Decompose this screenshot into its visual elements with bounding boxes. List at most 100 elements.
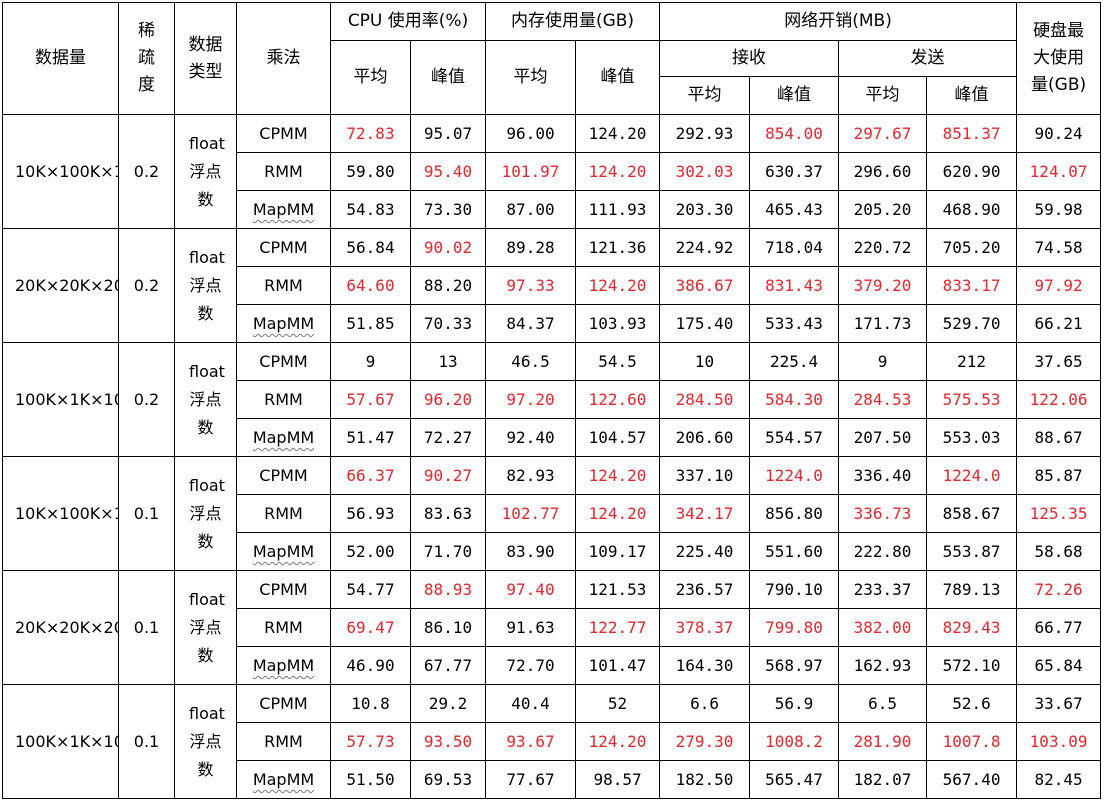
cell-mem-avg: 77.67 <box>485 760 577 799</box>
cell-cpu-avg: 46.90 <box>330 646 411 685</box>
cell-cpu-avg: 56.93 <box>330 494 411 533</box>
method-label: CPMM <box>259 580 308 599</box>
cell-send-peak: 52.6 <box>926 684 1018 723</box>
method-label: CPMM <box>259 352 308 371</box>
cell-method: MapMM <box>236 418 331 457</box>
cell-recv-avg: 164.30 <box>659 646 751 685</box>
cell-method: CPMM <box>236 228 331 267</box>
cell-mem-avg: 97.20 <box>485 380 577 419</box>
method-label: MapMM <box>252 314 315 333</box>
cell-recv-peak: 465.43 <box>749 190 840 229</box>
header-data-type: 数据类型 <box>174 2 237 115</box>
method-label: MapMM <box>252 656 315 675</box>
cell-method: MapMM <box>236 190 331 229</box>
cell-send-avg: 171.73 <box>838 304 928 343</box>
method-label: MapMM <box>252 770 315 789</box>
cell-send-avg: 162.93 <box>838 646 928 685</box>
cell-send-avg: 220.72 <box>838 228 928 267</box>
cell-send-peak: 553.03 <box>926 418 1018 457</box>
header-send: 发送 <box>838 40 1018 77</box>
cell-send-peak: 833.17 <box>926 266 1018 305</box>
cell-disk-max: 85.87 <box>1016 456 1102 495</box>
cell-mem-peak: 54.5 <box>575 342 661 381</box>
cell-method: MapMM <box>236 646 331 685</box>
cell-disk-max: 37.65 <box>1016 342 1102 381</box>
cell-mem-avg: 87.00 <box>485 190 577 229</box>
method-label: MapMM <box>252 200 315 219</box>
cell-recv-peak: 568.97 <box>749 646 840 685</box>
cell-send-peak: 851.37 <box>926 114 1018 153</box>
cell-disk-max: 33.67 <box>1016 684 1102 723</box>
cell-method: MapMM <box>236 760 331 799</box>
cell-method: CPMM <box>236 456 331 495</box>
cell-mem-avg: 97.33 <box>485 266 577 305</box>
method-label: CPMM <box>259 466 308 485</box>
method-label: RMM <box>264 504 303 523</box>
cell-recv-avg: 337.10 <box>659 456 751 495</box>
cell-cpu-peak: 96.20 <box>409 380 487 419</box>
header-data-amount: 数据量 <box>2 2 119 115</box>
header-memory: 内存使用量(GB) <box>485 2 661 41</box>
header-cpu: CPU 使用率(%) <box>329 2 487 41</box>
cell-mem-peak: 101.47 <box>575 646 661 685</box>
cell-cpu-peak: 86.10 <box>409 608 487 647</box>
cell-mem-avg: 89.28 <box>485 228 577 267</box>
cell-cpu-peak: 73.30 <box>409 190 487 229</box>
method-label: RMM <box>264 390 303 409</box>
cell-recv-avg: 342.17 <box>659 494 751 533</box>
cell-send-avg: 281.90 <box>838 722 928 761</box>
cell-recv-avg: 225.40 <box>659 532 751 571</box>
cell-recv-peak: 718.04 <box>749 228 840 267</box>
cell-cpu-peak: 83.63 <box>409 494 487 533</box>
cell-recv-avg: 10 <box>659 342 751 381</box>
cell-recv-avg: 378.37 <box>659 608 751 647</box>
cell-mem-peak: 121.36 <box>575 228 661 267</box>
cell-recv-avg: 175.40 <box>659 304 751 343</box>
table-row: RMM 59.80 95.40 101.97 124.20 302.03 630.37 296… <box>3 152 1102 191</box>
cell-cpu-avg: 66.37 <box>330 456 411 495</box>
table-row: RMM 57.67 96.20 97.20 122.60 284.50 584.30 284.… <box>3 380 1102 419</box>
cell-mem-peak: 104.57 <box>575 418 661 457</box>
cell-send-peak: 212 <box>926 342 1018 381</box>
cell-disk-max: 97.92 <box>1016 266 1102 305</box>
header-method: 乘法 <box>236 2 331 115</box>
cell-data-amount: 100K×1K×100K <box>2 342 119 457</box>
cell-send-peak: 1007.8 <box>926 722 1018 761</box>
cell-mem-peak: 124.20 <box>575 456 661 495</box>
table-row: RMM 69.47 86.10 91.63 122.77 378.37 799.80 382.… <box>3 608 1102 647</box>
cell-cpu-peak: 69.53 <box>409 760 487 799</box>
cell-send-avg: 207.50 <box>838 418 928 457</box>
cell-recv-avg: 182.50 <box>659 760 751 799</box>
cell-send-peak: 553.87 <box>926 532 1018 571</box>
cell-send-avg: 336.40 <box>838 456 928 495</box>
cell-sparsity: 0.1 <box>118 570 175 685</box>
cell-cpu-peak: 88.93 <box>409 570 487 609</box>
cell-cpu-avg: 69.47 <box>330 608 411 647</box>
cell-sparsity: 0.2 <box>118 228 175 343</box>
cell-mem-peak: 124.20 <box>575 114 661 153</box>
cell-data-type: float 浮点数 <box>174 114 237 229</box>
method-label: RMM <box>264 618 303 637</box>
header-recv-avg: 平均 <box>659 76 751 115</box>
cell-cpu-avg: 72.83 <box>330 114 411 153</box>
cell-data-type: float 浮点数 <box>174 570 237 685</box>
cell-recv-avg: 224.92 <box>659 228 751 267</box>
cell-cpu-peak: 13 <box>409 342 487 381</box>
cell-cpu-peak: 95.07 <box>409 114 487 153</box>
method-label: RMM <box>264 276 303 295</box>
cell-cpu-peak: 90.27 <box>409 456 487 495</box>
cell-mem-avg: 92.40 <box>485 418 577 457</box>
table-row: MapMM 51.85 70.33 84.37 103.93 175.40 533.43 17… <box>3 304 1102 343</box>
cell-sparsity: 0.2 <box>118 114 175 229</box>
cell-send-avg: 182.07 <box>838 760 928 799</box>
cell-recv-peak: 554.57 <box>749 418 840 457</box>
cell-send-avg: 297.67 <box>838 114 928 153</box>
cell-method: CPMM <box>236 570 331 609</box>
cell-cpu-avg: 59.80 <box>330 152 411 191</box>
cell-send-peak: 858.67 <box>926 494 1018 533</box>
cell-method: RMM <box>236 608 331 647</box>
